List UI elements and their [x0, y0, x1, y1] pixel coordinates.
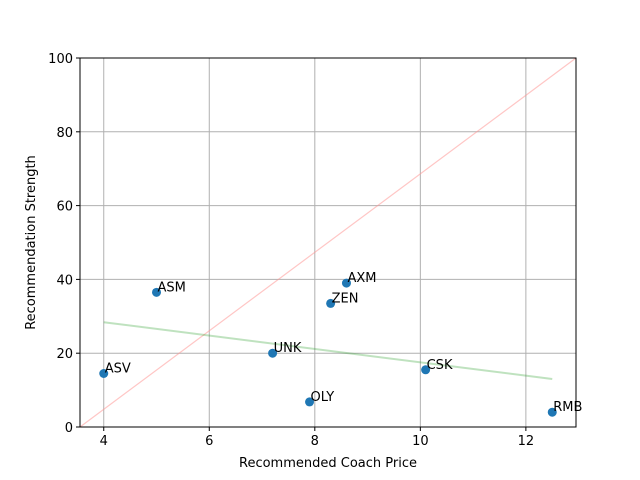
x-tick-label: 12: [518, 434, 535, 449]
x-tick-label: 10: [412, 434, 429, 449]
point-label: UNK: [274, 341, 302, 356]
point-label: ZEN: [332, 291, 359, 306]
data-point: [326, 298, 336, 308]
data-point: [341, 278, 351, 288]
y-axis-label: Recommendation Strength: [24, 155, 39, 330]
y-tick-label: 60: [56, 200, 73, 215]
point-label: RMB: [553, 400, 582, 415]
x-tick-label: 4: [100, 434, 108, 449]
point-label: AXM: [347, 271, 376, 286]
data-point: [99, 368, 109, 378]
point-label: ASV: [105, 361, 131, 376]
y-tick-label: 80: [56, 126, 73, 141]
y-tick-label: 100: [48, 52, 73, 67]
y-tick-label: 20: [56, 347, 73, 362]
y-tick-label: 0: [65, 421, 73, 436]
data-points: [99, 278, 557, 417]
reference-line: [79, 57, 577, 428]
x-tick-label: 6: [205, 434, 213, 449]
x-axis-label: Recommended Coach Price: [239, 456, 417, 471]
fit-lines: [79, 57, 577, 428]
plot-frame: [79, 57, 577, 428]
data-point: [152, 287, 162, 297]
point-labels: ASV ASM UNK OLY ZEN AXM CSK RMB: [105, 271, 583, 415]
axis-ticks: 4 6 8 10 12 0 20 40 60 80 100: [48, 52, 534, 449]
data-point: [305, 397, 315, 407]
data-point: [421, 365, 431, 375]
data-point: [547, 407, 557, 417]
x-tick-label: 8: [311, 434, 319, 449]
trend-line: [103, 321, 553, 381]
point-label: ASM: [158, 280, 186, 295]
point-label: CSK: [427, 358, 453, 373]
data-point: [268, 348, 278, 358]
point-label: OLY: [311, 390, 335, 405]
y-tick-label: 40: [56, 273, 73, 288]
